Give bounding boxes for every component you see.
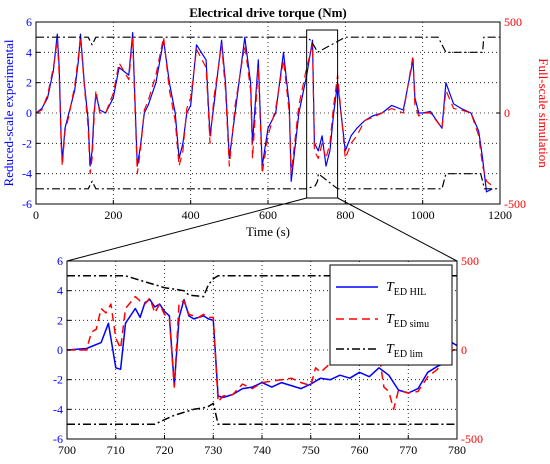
series-line-lim_upper [67, 275, 457, 298]
x-tick-label: 750 [302, 443, 320, 457]
zoom-connector-left [66, 197, 307, 262]
main-x-ticks: 0 200 400 600 800 1000 1200 [33, 200, 512, 222]
zoom-connector-right [337, 197, 458, 262]
left-y-tick-label: 6 [57, 254, 63, 268]
legend-symbol: T [386, 312, 395, 327]
legend-label-lim: TED lim [386, 342, 423, 360]
zoom-chart: 700 710 720 730 740 750 760 770 780 6 4 2 0 -2 -4 -6 5… [53, 254, 483, 457]
left-y-tick-label: -2 [53, 373, 63, 387]
legend-label-hil: TED HIL [386, 280, 426, 298]
right-y-tick-label: 0 [504, 106, 510, 120]
series-line-hil [67, 298, 457, 399]
left-y-tick-label: 4 [26, 45, 32, 59]
main-grid [36, 22, 500, 204]
legend-subscript: ED lim [394, 349, 423, 360]
series-line-lim_lower [67, 402, 457, 425]
left-y-tick-label: -2 [22, 136, 32, 150]
main-right-y-ticks: 500 0 -500 [496, 15, 526, 211]
series-line-hil [36, 31, 493, 193]
left-y-tick-label: -6 [53, 432, 63, 446]
right-y-tick-label: 500 [461, 254, 479, 268]
right-y-axis-label: Full-scale simulation [536, 58, 550, 168]
zoom-x-ticks: 700 710 720 730 740 750 760 770 780 [58, 435, 466, 457]
legend-subscript: ED simu [394, 319, 429, 330]
x-tick-label: 760 [351, 443, 369, 457]
legend-symbol: T [386, 280, 395, 295]
zoom-region-box [306, 29, 339, 199]
x-tick-label: 780 [448, 443, 466, 457]
x-tick-label: 710 [107, 443, 125, 457]
legend-label-simu: TED simu [386, 312, 429, 330]
left-y-tick-label: 6 [26, 15, 32, 29]
main-chart: 0 200 400 600 800 1000 1200 6 4 2 0 -2 -4 -6 500 0 -50… [1, 5, 550, 239]
zoom-left-y-ticks: 6 4 2 0 -2 -4 -6 [53, 254, 71, 446]
x-axis-label: Time (s) [246, 224, 290, 239]
x-tick-label: 800 [336, 208, 354, 222]
x-tick-label: 400 [182, 208, 200, 222]
x-tick-label: 730 [204, 443, 222, 457]
left-y-tick-label: 2 [26, 76, 32, 90]
left-y-tick-label: 0 [26, 106, 32, 120]
right-y-tick-label: -500 [461, 432, 483, 446]
legend-symbol: T [386, 342, 395, 357]
legend: TED HIL TED simu TED lim [329, 264, 453, 366]
right-y-tick-label: 500 [504, 15, 522, 29]
left-y-axis-label: Reduced-scale experimental [1, 39, 16, 186]
right-y-tick-label: -500 [504, 197, 526, 211]
legend-subscript: ED HIL [394, 287, 427, 298]
x-tick-label: 740 [253, 443, 271, 457]
left-y-tick-label: 2 [57, 313, 63, 327]
chart-title: Electrical drive torque (Nm) [189, 5, 347, 20]
main-left-y-ticks: 6 4 2 0 -2 -4 -6 [22, 15, 40, 211]
zoom-right-y-ticks: 500 0 -500 [453, 254, 483, 446]
main-series [36, 31, 500, 193]
x-tick-label: 0 [33, 208, 39, 222]
left-y-tick-label: -6 [22, 197, 32, 211]
x-tick-label: 200 [104, 208, 122, 222]
x-tick-label: 1200 [488, 208, 512, 222]
left-y-tick-label: -4 [22, 167, 32, 181]
series-line-simu [36, 36, 493, 187]
zoom-series [67, 275, 457, 425]
left-y-tick-label: -4 [53, 402, 63, 416]
right-y-tick-label: 0 [461, 343, 467, 357]
x-tick-label: 770 [399, 443, 417, 457]
x-tick-label: 720 [156, 443, 174, 457]
series-line-simu [67, 295, 457, 411]
legend-box [329, 264, 453, 366]
x-tick-label: 700 [58, 443, 76, 457]
x-tick-label: 1000 [411, 208, 435, 222]
series-line-lim_upper [36, 36, 500, 53]
x-tick-label: 600 [259, 208, 277, 222]
left-y-tick-label: 4 [57, 284, 63, 298]
left-y-tick-label: 0 [57, 343, 63, 357]
